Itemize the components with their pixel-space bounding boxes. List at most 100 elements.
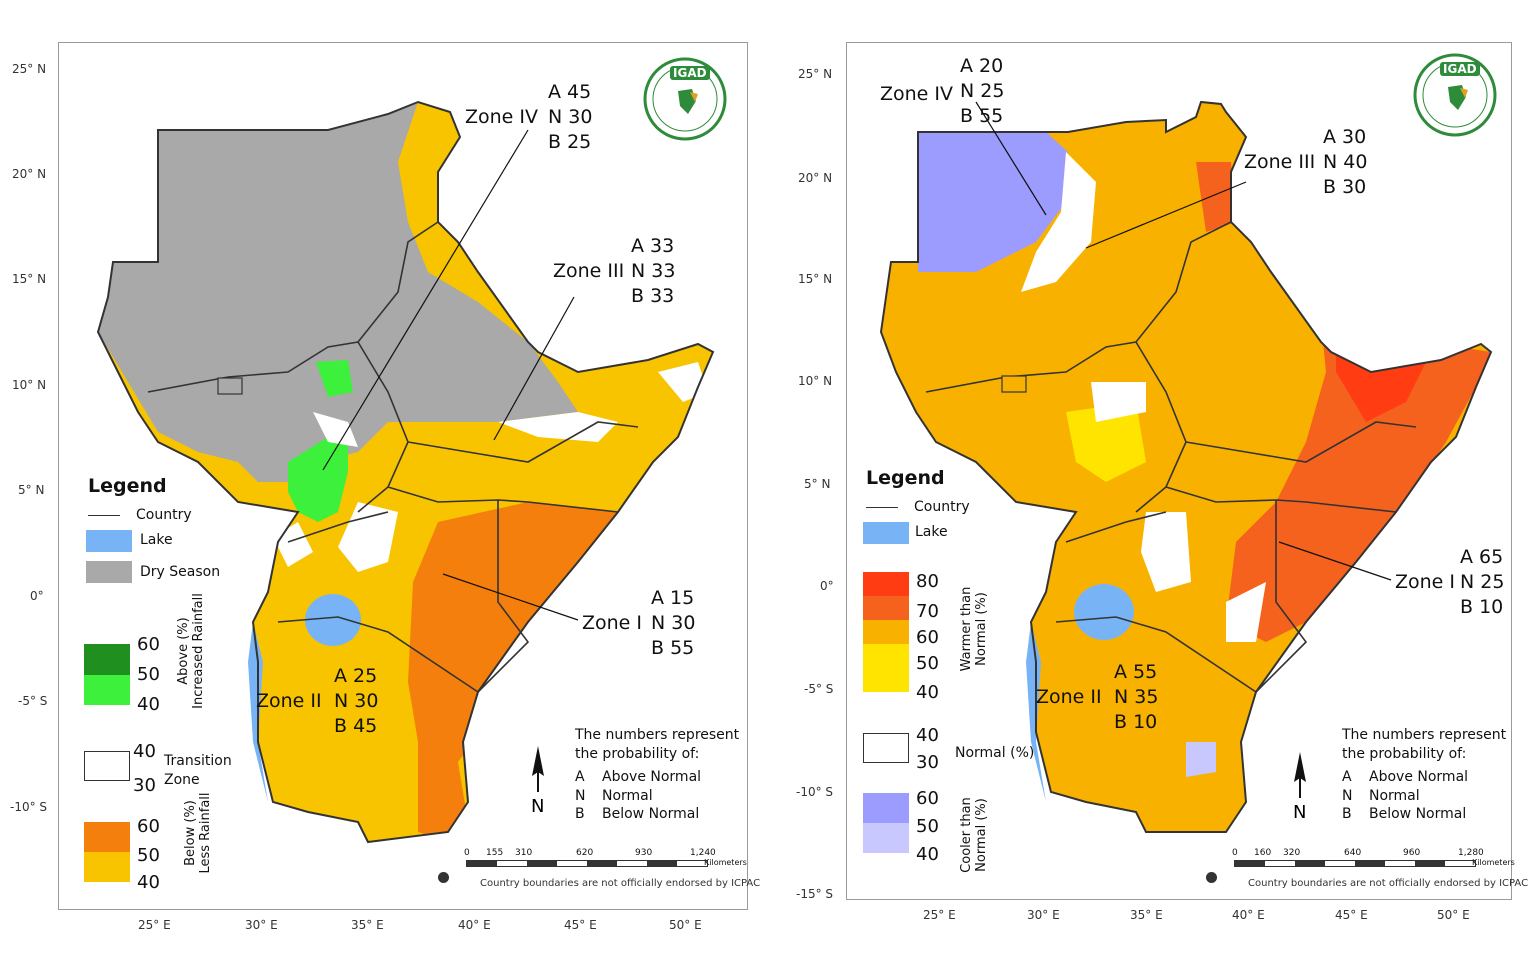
warmer-value: 40 (916, 682, 939, 703)
legend-title: Legend (866, 467, 945, 489)
lon-label: 30° E (1027, 908, 1060, 922)
lat-label: 10° N (12, 378, 47, 392)
scale-tick: 0 (464, 848, 470, 858)
zone-iv-n: N 30 (548, 106, 593, 128)
zone-iv-a: A 45 (548, 81, 592, 103)
warmer-value: 70 (916, 601, 939, 622)
zone-ii-b: B 10 (1114, 711, 1158, 733)
zone-iii-label: Zone III (553, 260, 625, 282)
transition-swatch (84, 751, 130, 781)
cooler-value: 60 (916, 788, 939, 809)
zone-ii-a: A 25 (334, 665, 378, 687)
zone-iii-n: N 40 (1323, 151, 1368, 173)
normal-label: Normal (%) (955, 745, 1035, 761)
note-value: Normal (602, 788, 653, 804)
warmer-40-swatch (863, 668, 909, 692)
abyei-area (217, 377, 243, 395)
note-row: A Above Normal (575, 768, 739, 787)
lake-victoria (305, 594, 361, 646)
north-arrow-icon: N (531, 746, 544, 816)
zone-iii-b: B 30 (1323, 176, 1367, 198)
above-50-swatch (84, 675, 130, 705)
zone-iii-pointer (1085, 181, 1247, 249)
zone-i-n: N 30 (651, 612, 696, 634)
above-60-swatch (84, 644, 130, 675)
cooler-50-swatch (863, 823, 909, 853)
zone-iv-b: B 25 (548, 131, 592, 153)
svg-text:N: N (1293, 802, 1306, 822)
normal-area (1091, 382, 1146, 422)
cooler-value: 40 (916, 844, 939, 865)
zone-ii-n: N 35 (1114, 686, 1159, 708)
note-key: N (575, 788, 586, 804)
transition-label: Transition Zone (164, 753, 232, 788)
above-label: Above (%) Increased Rainfall (176, 593, 206, 709)
note-value: Above Normal (1369, 769, 1469, 785)
normal-swatch (863, 733, 909, 763)
note-header-2: the probability of: (575, 746, 700, 762)
below-value: 50 (137, 845, 160, 866)
lon-label: 50° E (669, 918, 702, 932)
lon-label: 40° E (458, 918, 491, 932)
rainfall-forecast-map (96, 100, 715, 844)
above-value: 60 (137, 634, 160, 655)
probability-note: The numbers represent the probability of… (1342, 726, 1506, 822)
lat-label: 0° (30, 589, 44, 603)
zone-iv-pointer (975, 101, 1047, 216)
note-value: Below Normal (602, 806, 700, 822)
zone-iii-a: A 30 (1323, 126, 1367, 148)
warmer-value: 60 (916, 627, 939, 648)
igad-logo: IGAD (640, 56, 730, 142)
below-60-swatch (84, 822, 130, 852)
lat-label: 0° (820, 579, 834, 593)
zone-iv-label: Zone IV (465, 106, 539, 128)
warmer-50-swatch (863, 644, 909, 668)
zone-i-label: Zone I (1395, 571, 1456, 593)
lon-label: 45° E (564, 918, 597, 932)
lon-label: 25° E (138, 918, 171, 932)
region-outline (96, 100, 715, 844)
country-label: Country (136, 507, 192, 523)
zone-iv-pointer (322, 129, 529, 471)
zone-ii-b: B 45 (334, 715, 378, 737)
note-value: Below Normal (1369, 806, 1467, 822)
transition-value: 40 (133, 741, 156, 762)
zone-ii-n: N 30 (334, 690, 379, 712)
cooler-value: 50 (916, 816, 939, 837)
probability-note: The numbers represent the probability of… (575, 726, 739, 822)
zone-i-n: N 25 (1460, 571, 1505, 593)
note-header-1: The numbers represent (1342, 727, 1507, 743)
normal-area (1226, 582, 1266, 642)
above-value: 40 (137, 694, 160, 715)
disclaimer: Country boundaries are not officially en… (1248, 878, 1529, 889)
warmer-60-swatch (863, 620, 909, 644)
scale-unit: Kilometers (1472, 858, 1515, 867)
country-borders (147, 221, 639, 693)
country-borders (925, 221, 1417, 693)
note-row: B Below Normal (1342, 806, 1506, 822)
above-value: 50 (137, 664, 160, 685)
lat-label: 15° N (798, 272, 833, 286)
country-label: Country (914, 499, 970, 515)
note-key: A (575, 769, 585, 785)
below-label: Below (%) Less Rainfall (183, 792, 213, 874)
temperature-forecast-map (879, 100, 1493, 833)
note-value: Above Normal (602, 769, 702, 785)
lake-label: Lake (915, 524, 948, 540)
zone-iii-b: B 33 (631, 285, 675, 307)
lake-swatch (86, 530, 132, 552)
icpac-mark-icon (1206, 872, 1217, 883)
lat-label: 5° N (18, 483, 45, 497)
warmer-80-swatch (863, 572, 909, 596)
below-50-swatch (84, 852, 130, 882)
zone-iii-label: Zone III (1244, 151, 1316, 173)
lat-label: -10° S (10, 800, 48, 814)
note-header-1: The numbers represent (575, 727, 740, 743)
transition-area (338, 502, 398, 572)
above-40-area (316, 360, 353, 397)
warmer-value: 50 (916, 653, 939, 674)
zone-iii-a: A 33 (631, 235, 675, 257)
note-key: N (1342, 788, 1353, 804)
cooler-label: Cooler than Normal (%) (959, 797, 989, 873)
lat-label: 25° N (12, 62, 47, 76)
